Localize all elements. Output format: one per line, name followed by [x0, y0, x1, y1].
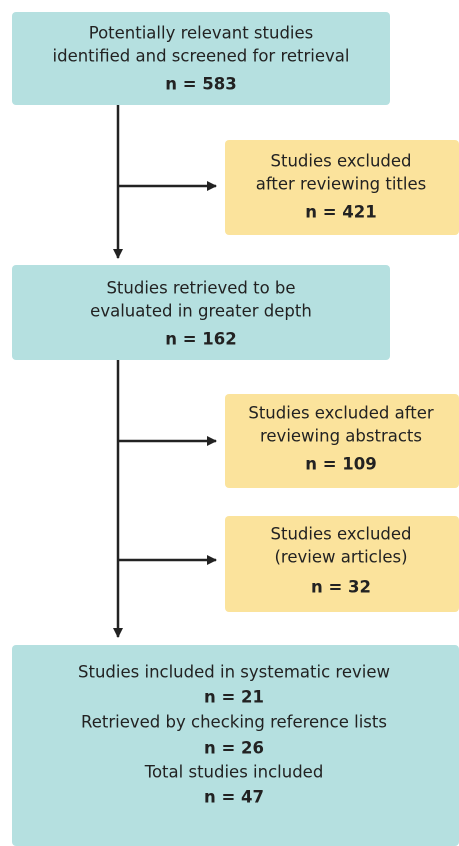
box-text: Studies excluded	[271, 152, 412, 171]
box	[12, 12, 390, 105]
box-text: Studies retrieved to be	[106, 279, 295, 298]
box-text: evaluated in greater depth	[90, 302, 312, 321]
box-text: Studies excluded after	[248, 404, 433, 423]
box-text: Studies excluded	[271, 525, 412, 544]
box-text: Total studies included	[144, 763, 324, 782]
box-count: n = 583	[165, 75, 237, 94]
box-count: n = 162	[165, 330, 237, 349]
box	[12, 265, 390, 360]
box-count: n = 47	[204, 788, 264, 807]
box	[225, 394, 459, 488]
box-text: Potentially relevant studies	[89, 24, 314, 43]
box-text: (review articles)	[274, 548, 407, 567]
box-count: n = 32	[311, 578, 371, 597]
box-text: Retrieved by checking reference lists	[81, 713, 387, 732]
box	[225, 140, 459, 235]
box	[12, 645, 459, 846]
box-count: n = 109	[305, 455, 377, 474]
box-count: n = 421	[305, 203, 377, 222]
box-text: reviewing abstracts	[260, 427, 422, 446]
box	[225, 516, 459, 612]
box-text: after reviewing titles	[256, 175, 426, 194]
box-count: n = 21	[204, 688, 264, 707]
box-count: n = 26	[204, 739, 264, 758]
box-text: identified and screened for retrieval	[53, 47, 350, 66]
box-text: Studies included in systematic review	[78, 663, 390, 682]
